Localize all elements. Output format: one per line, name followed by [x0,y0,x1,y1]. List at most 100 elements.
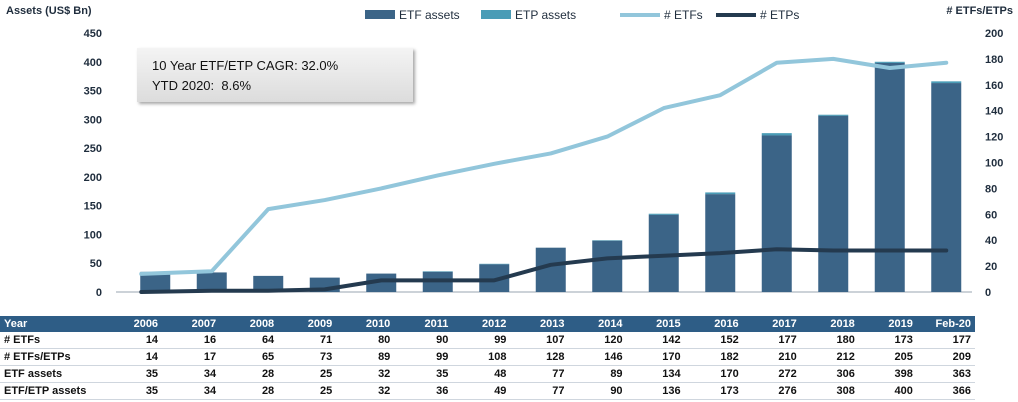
legend: ETF assets ETP assets # ETFs # ETPs [365,8,799,22]
left-tick-label: 150 [84,201,102,213]
left-tick-label: 300 [84,114,102,126]
left-tick-label: 400 [84,57,102,69]
table-header-year: 2017 [742,316,801,332]
cagr-line-2: YTD 2020: 8.6% [152,78,251,93]
table-cell: 308 [800,382,859,400]
table-cell: 28 [220,365,279,383]
table-cell: 28 [220,382,279,400]
table-cell: 209 [916,348,975,366]
bar-etf-assets [196,272,227,292]
table-header-year: Feb-20 [916,316,975,332]
right-tick-label: 100 [985,158,1003,170]
table-cell: 35 [104,382,163,400]
table-cell: 77 [510,382,569,400]
table-cell: 212 [800,348,859,366]
table-header-year: 2011 [394,316,453,332]
legend-label-etp-assets: ETP assets [515,8,576,22]
table-row: ETF assets 35 34 28 25 32 35 48 77 89 134 170 272 306… [0,365,975,383]
table-cell: 90 [568,382,627,400]
right-axis-ticks: 0 20 40 60 80 100 120 140 160 180 200 [985,28,1003,299]
bar-etf-assets [931,83,962,292]
table-row-label: ETF/ETP assets [0,382,104,400]
table-cell: 73 [278,348,337,366]
table-cell: 90 [394,332,453,349]
bar-etf-assets [253,275,284,292]
table-cell: 177 [742,332,801,349]
table-cell: 134 [626,365,685,383]
table-cell: 16 [162,332,221,349]
table-cell: 35 [104,365,163,383]
bar-etp-assets [422,271,453,272]
table-cell: 363 [916,365,975,383]
table-header-year: 2014 [568,316,627,332]
table-cell: 173 [684,382,743,400]
right-axis-title: # ETFs/ETPs [946,5,1013,17]
table-cell: 205 [858,348,917,366]
table-row-label: # ETFs/ETPs [0,348,104,366]
bar-etp-assets [874,61,905,63]
table-header-year: 2018 [800,316,859,332]
table-cell: 170 [684,365,743,383]
table-cell: 177 [916,332,975,349]
table-cell: 77 [510,365,569,383]
table-cell: 120 [568,332,627,349]
table-cell: 99 [452,332,511,349]
bar-etf-assets [874,62,905,292]
right-tick-label: 60 [985,209,997,221]
bar-etp-assets [479,263,510,265]
table-cell: 65 [220,348,279,366]
legend-label-etf-assets: ETF assets [399,8,460,22]
legend-label-etfs: # ETFs [664,8,703,22]
etf-chart: Assets (US$ Bn) # ETFs/ETPs ETF assets E… [6,5,1013,299]
table-cell: 152 [684,332,743,349]
table-cell: 366 [916,382,975,400]
table-cell: 32 [336,382,395,400]
table-header-year: 2008 [220,316,279,332]
table-header-year: 2016 [684,316,743,332]
table-header-year: 2015 [626,316,685,332]
table-cell: 99 [394,348,453,366]
table-cell: 32 [336,365,395,383]
right-tick-label: 140 [985,106,1003,118]
bar-etp-assets [818,114,849,116]
bar-etf-assets [592,240,623,292]
left-tick-label: 50 [90,258,102,270]
table-cell: 180 [800,332,859,349]
right-tick-label: 200 [985,28,1003,40]
table-cell: 17 [162,348,221,366]
table-header-year: 2007 [162,316,221,332]
table-row: # ETFs 14 16 64 71 80 90 99 107 120 142 152 177 180 17… [0,332,975,349]
table-cell: 89 [568,365,627,383]
table-cell: 173 [858,332,917,349]
right-tick-label: 180 [985,54,1003,66]
table-cell: 25 [278,382,337,400]
table-row: ETF/ETP assets 35 34 28 25 32 36 49 77 90 136 173 27… [0,382,975,400]
data-table: Year 2006 2007 2008 2009 2010 2011 2012 2013 2014… [0,316,975,400]
table-row: # ETFs/ETPs 14 17 65 73 89 99 108 128 146 170 182 21… [0,348,975,366]
table-cell: 64 [220,332,279,349]
left-tick-label: 350 [84,86,102,98]
left-tick-label: 100 [84,229,102,241]
table-cell: 272 [742,365,801,383]
left-tick-label: 250 [84,143,102,155]
bar-etp-assets [592,240,623,241]
line-series [139,56,949,294]
table-cell: 34 [162,365,221,383]
bar-etp-assets [931,81,962,84]
table-cell: 400 [858,382,917,400]
table-header-year: 2006 [104,316,163,332]
bar-etp-assets [761,133,792,136]
table-cell: 14 [104,348,163,366]
bar-etf-assets [366,273,397,292]
right-tick-label: 20 [985,261,997,273]
bar-series [140,61,962,292]
table-row-label: # ETFs [0,332,104,349]
right-tick-label: 80 [985,183,997,195]
table-header-year: 2019 [858,316,917,332]
right-tick-label: 0 [985,287,991,299]
table-cell: 142 [626,332,685,349]
table-header-row: Year 2006 2007 2008 2009 2010 2011 2012 2013 2014… [0,316,975,332]
table-header-year: 2013 [510,316,569,332]
table-cell: 89 [336,348,395,366]
table-cell: 14 [104,332,163,349]
